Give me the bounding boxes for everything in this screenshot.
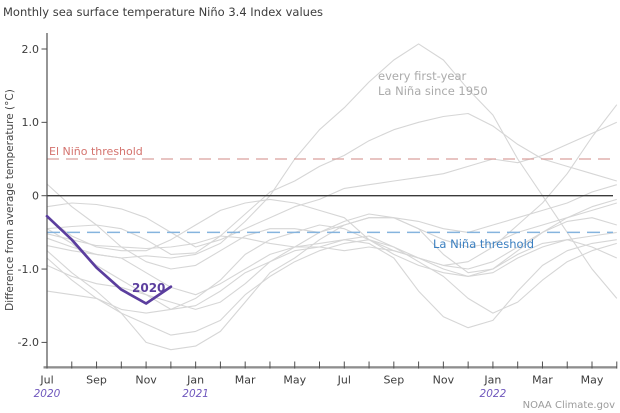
x-year-label: 2020 bbox=[34, 388, 61, 400]
x-tick-label: Jul bbox=[337, 374, 351, 387]
y-axis-title: Difference from average temperature (°C) bbox=[4, 89, 16, 311]
y-tick-label: 1.0 bbox=[22, 116, 40, 129]
la-nina-series-line-2016 bbox=[46, 198, 617, 270]
x-tick-label: Sep bbox=[383, 374, 404, 387]
la-nina-series-line-2010 bbox=[46, 224, 618, 314]
x-year-label: 2022 bbox=[480, 388, 507, 400]
x-tick-label: Jan bbox=[186, 374, 204, 387]
x-axis-bar bbox=[43, 366, 617, 369]
highlight-series-label: 2020 bbox=[132, 281, 165, 295]
x-tick-label: Nov bbox=[135, 374, 157, 387]
y-tick-label: 2.0 bbox=[22, 43, 40, 56]
annotation-line2: La Niña since 1950 bbox=[378, 84, 488, 98]
x-tick-label: Jan bbox=[483, 374, 501, 387]
highlight-series-line-2020 bbox=[45, 214, 173, 305]
la-nina-series-line-1973 bbox=[46, 231, 617, 336]
x-tick-label: Sep bbox=[86, 374, 107, 387]
x-tick-label: May bbox=[283, 374, 306, 387]
highlight-layer bbox=[45, 214, 173, 305]
la-nina-series-line-1950 bbox=[46, 112, 617, 255]
la-nina-threshold-label: La Niña threshold bbox=[433, 237, 534, 251]
y-tick-label: 0 bbox=[32, 190, 39, 203]
x-year-label: 2021 bbox=[182, 388, 209, 400]
gray-series-layer bbox=[46, 43, 618, 351]
la-nina-series-line-1988 bbox=[46, 184, 617, 351]
x-tick-label: Jul bbox=[39, 374, 53, 387]
y-tick-label: -1.0 bbox=[18, 263, 39, 276]
la-nina-series-line-1954 bbox=[46, 233, 617, 329]
la-nina-series-line-2017 bbox=[46, 121, 618, 248]
la-nina-series-line-1964 bbox=[46, 43, 618, 299]
attribution: NOAA Climate.gov bbox=[523, 400, 615, 411]
la-nina-series-line-1998 bbox=[46, 235, 617, 314]
x-tick-label: Nov bbox=[433, 374, 455, 387]
x-tick-label: Mar bbox=[532, 374, 553, 387]
el-nino-threshold-label: El Niño threshold bbox=[49, 145, 143, 158]
annotation-line1: every first-year bbox=[378, 69, 466, 83]
x-tick-label: May bbox=[581, 374, 604, 387]
la-nina-series-line-1970 bbox=[46, 104, 618, 296]
la-nina-series-line-1983 bbox=[46, 183, 617, 274]
y-tick-label: -2.0 bbox=[18, 336, 39, 349]
x-tick-label: Mar bbox=[235, 374, 256, 387]
chart-title: Monthly sea surface temperature Niño 3.4… bbox=[3, 5, 323, 19]
